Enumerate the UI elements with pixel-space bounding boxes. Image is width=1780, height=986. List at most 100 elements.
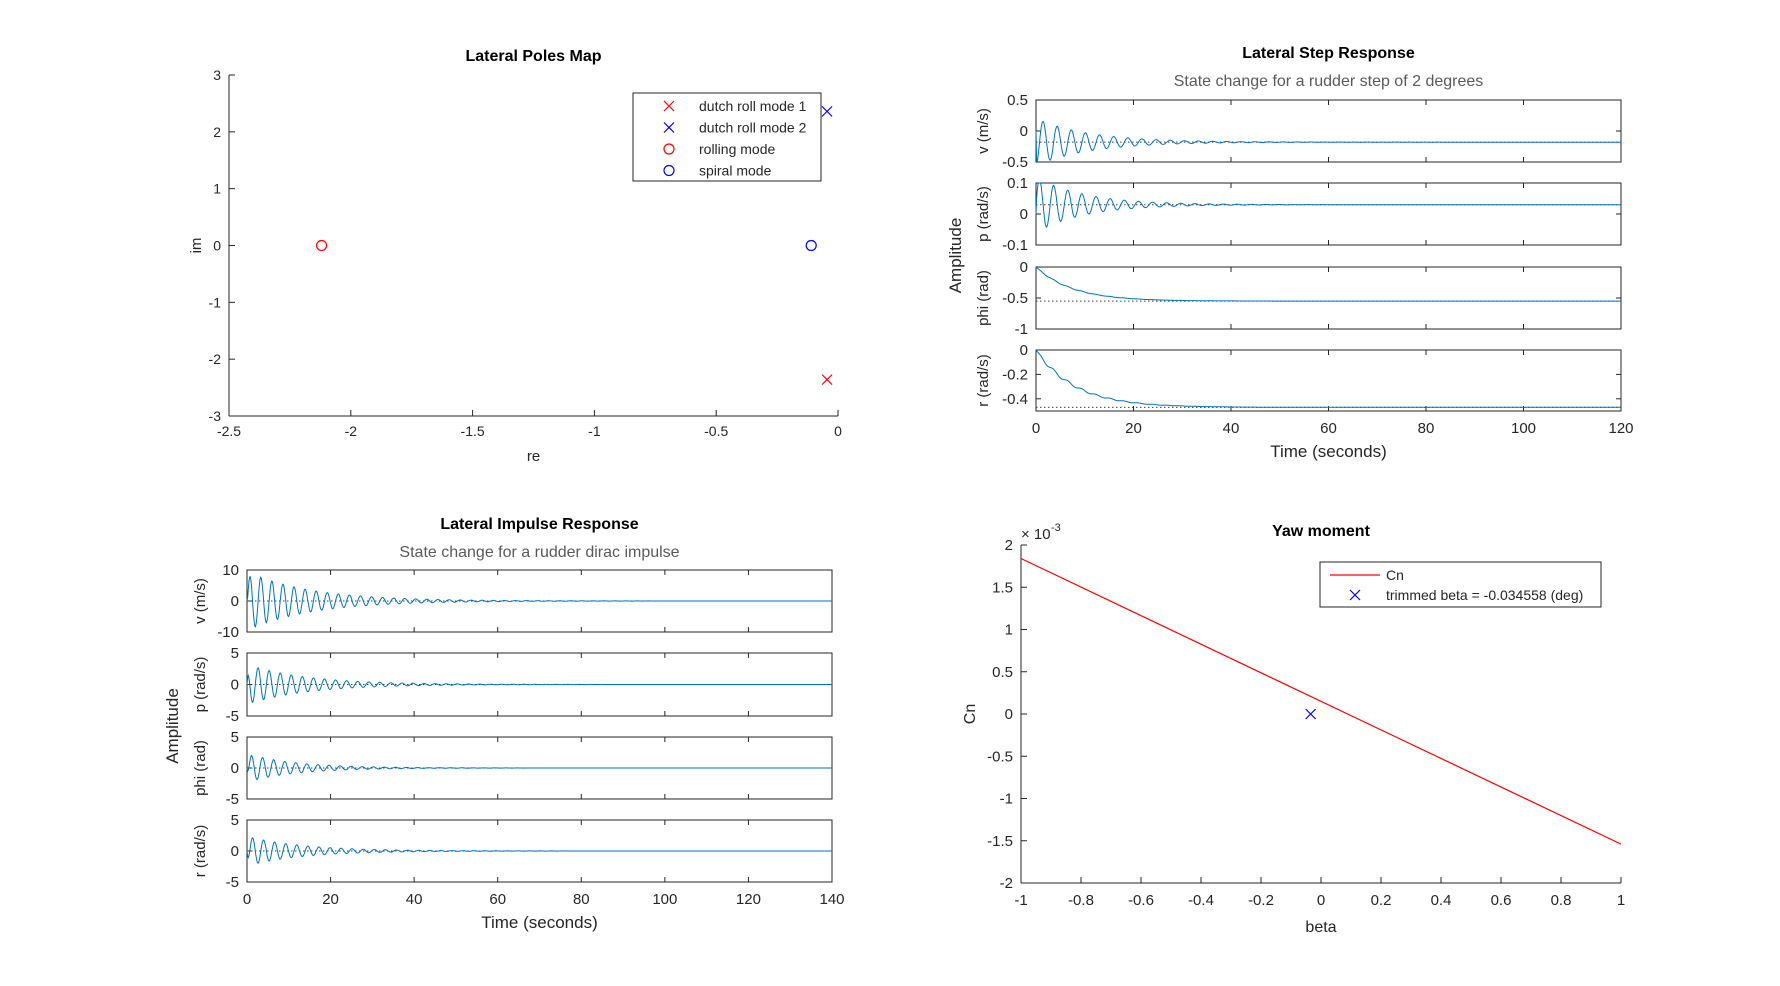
y-axis-label: Amplitude — [946, 218, 965, 294]
yaw-xtick-label: 0.6 — [1491, 892, 1512, 909]
x-axis-label: re — [527, 448, 540, 465]
poles-ytick-label: 3 — [213, 67, 221, 83]
y-axis-label: im — [188, 238, 205, 254]
subplot-ytick-label: -0.4 — [1002, 391, 1028, 408]
poles-ytick-label: -2 — [209, 351, 222, 367]
yaw-ytick-label: 1.5 — [992, 579, 1013, 596]
x-axis-label: Time (seconds) — [1270, 442, 1387, 461]
y-axis-label: Amplitude — [163, 688, 182, 764]
subplot-xtick-label: 100 — [1511, 420, 1536, 437]
chart-title: Yaw moment — [1272, 523, 1370, 540]
subplot-ytick-label: -5 — [226, 791, 239, 808]
subplot-ytick-label: -5 — [226, 874, 239, 891]
subplot-ytick-label: 0 — [231, 843, 239, 860]
response-curve — [246, 837, 832, 864]
subplot-xtick-label: 40 — [1223, 420, 1240, 437]
subplot-xtick-label: 60 — [489, 891, 506, 908]
subplot-ytick-label: 0 — [1020, 123, 1028, 140]
y-axis-label: Cn — [962, 704, 979, 724]
yaw-xtick-label: 0.8 — [1551, 892, 1572, 909]
trim-marker — [1305, 708, 1317, 720]
subplot-y-label: phi (rad) — [975, 270, 992, 326]
subplot-ytick-label: 0.5 — [1007, 92, 1028, 109]
yaw-ytick-label: 0 — [1005, 706, 1013, 723]
legend-marker-x-stroke-b — [1349, 589, 1361, 601]
poles-xtick-label: -2 — [345, 423, 358, 439]
subplot-axes — [1035, 99, 1622, 163]
subplot-ytick-label: 0 — [231, 593, 239, 610]
legend-box — [1319, 561, 1602, 608]
poles-xtick-label: -1.5 — [461, 423, 485, 439]
subplot-xtick-label: 120 — [736, 891, 761, 908]
chart-subtitle: State change for a rudder dirac impulse — [399, 544, 679, 561]
subplot-ytick-label: -10 — [217, 624, 239, 641]
response-curve — [1035, 266, 1621, 302]
subplot-ytick-label: -5 — [226, 708, 239, 725]
subplot-ytick-label: 5 — [231, 812, 239, 829]
yaw-ytick-label: 0.5 — [992, 664, 1013, 681]
poles-xtick-label: -0.5 — [704, 423, 728, 439]
poles-ytick-label: -3 — [209, 408, 222, 424]
poles-xtick-label: 0 — [834, 423, 842, 439]
yaw-ytick-label: -2 — [1000, 875, 1013, 892]
yaw-xtick-label: -0.2 — [1248, 892, 1274, 909]
poles-ytick-label: 2 — [213, 124, 221, 140]
legend-entry: dutch roll mode 1 — [699, 98, 807, 114]
response-curve — [1035, 182, 1621, 228]
pole-marker-x-stroke-b — [821, 374, 833, 386]
pole-marker-x-stroke-b — [821, 105, 833, 117]
subplot-xtick-label: 40 — [406, 891, 423, 908]
response-curve — [1035, 120, 1621, 164]
legend-entry: trimmed beta = -0.034558 (deg) — [1386, 587, 1583, 603]
subplot-ytick-label: -0.2 — [1002, 366, 1028, 383]
pole-marker-o — [805, 239, 817, 252]
subplot-y-label: v (m/s) — [192, 578, 209, 624]
subplot-ytick-label: -0.1 — [1002, 237, 1028, 254]
subplot-xtick-label: 20 — [322, 891, 339, 908]
poles-ytick-label: 1 — [213, 181, 221, 197]
legend-entry: spiral mode — [699, 163, 772, 179]
pole-marker-x — [821, 105, 833, 117]
subplot-ytick-label: -0.5 — [1002, 290, 1028, 307]
subplot-ytick-label: 0.1 — [1007, 175, 1028, 192]
legend-marker-x-stroke-b — [663, 122, 675, 133]
subplot-axes — [1035, 349, 1622, 412]
legend-entry: rolling mode — [699, 141, 775, 157]
yaw-xtick-label: 0 — [1317, 892, 1325, 909]
subplot-xtick-label: 120 — [1608, 420, 1633, 437]
subplot-ytick-label: 5 — [231, 645, 239, 662]
yaw-xtick-label: 0.4 — [1431, 892, 1452, 909]
subplot-y-label: p (rad/s) — [975, 186, 992, 242]
legend-marker-x — [1349, 589, 1361, 601]
cn-line — [1020, 557, 1622, 845]
subplot-ytick-label: -0.5 — [1002, 154, 1028, 171]
subplot-ytick-label: 0 — [231, 677, 239, 694]
response-curve — [246, 754, 832, 781]
subplot-y-label: r (rad/s) — [192, 825, 209, 878]
legend-marker-x-stroke-b — [663, 100, 675, 112]
yaw-ytick-label: -1.5 — [987, 833, 1013, 850]
subplot-xtick-label: 100 — [652, 891, 677, 908]
yaw-ytick-label: 2 — [1005, 537, 1013, 554]
poles-xtick-label: -1 — [588, 423, 601, 439]
subplot-ytick-label: 10 — [222, 562, 239, 579]
legend-marker-o — [663, 164, 675, 177]
pole-marker-o — [315, 239, 328, 252]
response-curve — [246, 575, 832, 628]
y-exponent-label: × 10 — [1021, 526, 1051, 543]
legend-marker-o — [663, 143, 675, 155]
subplot-ytick-label: 0 — [231, 760, 239, 777]
subplot-xtick-label: 80 — [1418, 420, 1435, 437]
subplot-y-label: r (rad/s) — [975, 354, 992, 407]
legend-marker-x — [663, 122, 675, 133]
y-exponent-power: -3 — [1051, 522, 1061, 534]
yaw-xtick-label: 1 — [1617, 892, 1625, 909]
subplot-xtick-label: 80 — [573, 891, 590, 908]
subplot-ytick-label: -1 — [1015, 321, 1028, 338]
subplot-xtick-label: 140 — [819, 891, 844, 908]
subplot-xtick-label: 0 — [1032, 420, 1040, 437]
chart-title: Lateral Impulse Response — [440, 516, 638, 533]
yaw-xtick-label: -1 — [1014, 892, 1027, 909]
chart-subtitle: State change for a rudder step of 2 degr… — [1174, 73, 1484, 90]
